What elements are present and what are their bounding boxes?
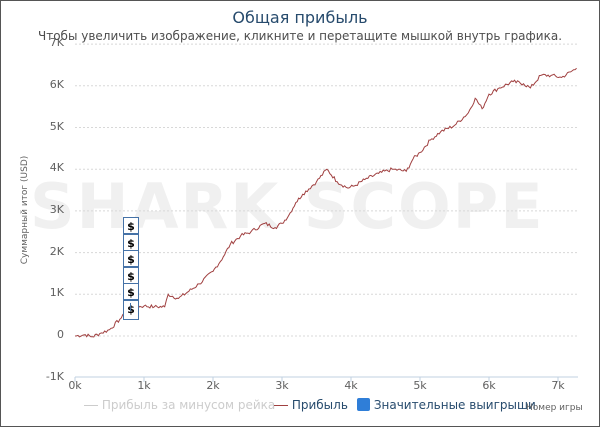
legend-label: Прибыль за минусом рейка <box>101 398 276 412</box>
y-tick-label: 6K <box>49 77 64 91</box>
big-wins-square-icon <box>357 398 370 411</box>
profit-series-line <box>74 67 577 338</box>
big-win-flag[interactable]: $ <box>123 266 139 284</box>
big-win-flag[interactable]: $ <box>123 299 139 320</box>
x-tick-label: 3k <box>275 379 289 392</box>
legend-label: Значительные выигрыши <box>373 398 536 412</box>
grid-lines <box>75 43 578 337</box>
x-tick-label: 7k <box>551 379 565 392</box>
y-tick-label: 2K <box>49 244 64 258</box>
sharkscope-watermark: SHARK SCOPE <box>30 170 545 243</box>
y-tick-label: 5K <box>49 119 64 133</box>
y-tick-label: -1K <box>45 369 64 383</box>
big-win-flag[interactable]: $ <box>123 217 139 234</box>
x-tick-label: 5k <box>413 379 427 392</box>
x-tick-label: 0k <box>68 379 82 392</box>
x-tick-label: 1k <box>137 379 151 392</box>
y-tick-label: 7K <box>49 36 64 50</box>
big-win-flag[interactable]: $ <box>123 233 139 251</box>
rakeless-line-icon <box>84 405 98 406</box>
flag-stem <box>130 303 131 311</box>
legend-item-rakeless[interactable]: Прибыль за минусом рейка <box>84 398 275 412</box>
y-tick-label: 4K <box>49 161 64 175</box>
x-axis-title: Номер игры <box>526 403 583 413</box>
legend-label: Прибыль <box>291 398 348 412</box>
x-tick-label: 4k <box>344 379 358 392</box>
y-tick-label: 0 <box>57 328 64 341</box>
legend-item-profit[interactable]: Прибыль <box>274 398 348 412</box>
legend-item-big-wins[interactable]: Значительные выигрыши <box>357 398 536 412</box>
x-tick-label: 2k <box>206 379 220 392</box>
profit-line-icon <box>274 405 288 406</box>
big-win-flag[interactable]: $ <box>123 250 139 267</box>
chart-title: Общая прибыль <box>232 8 368 27</box>
big-win-flag[interactable]: $ <box>123 283 139 300</box>
zoom-hint: Чтобы увеличить изображение, кликните и … <box>37 29 563 43</box>
x-tick-label: 6k <box>482 379 496 392</box>
y-tick-label: 3K <box>49 202 64 216</box>
y-tick-label: 1K <box>49 286 64 300</box>
